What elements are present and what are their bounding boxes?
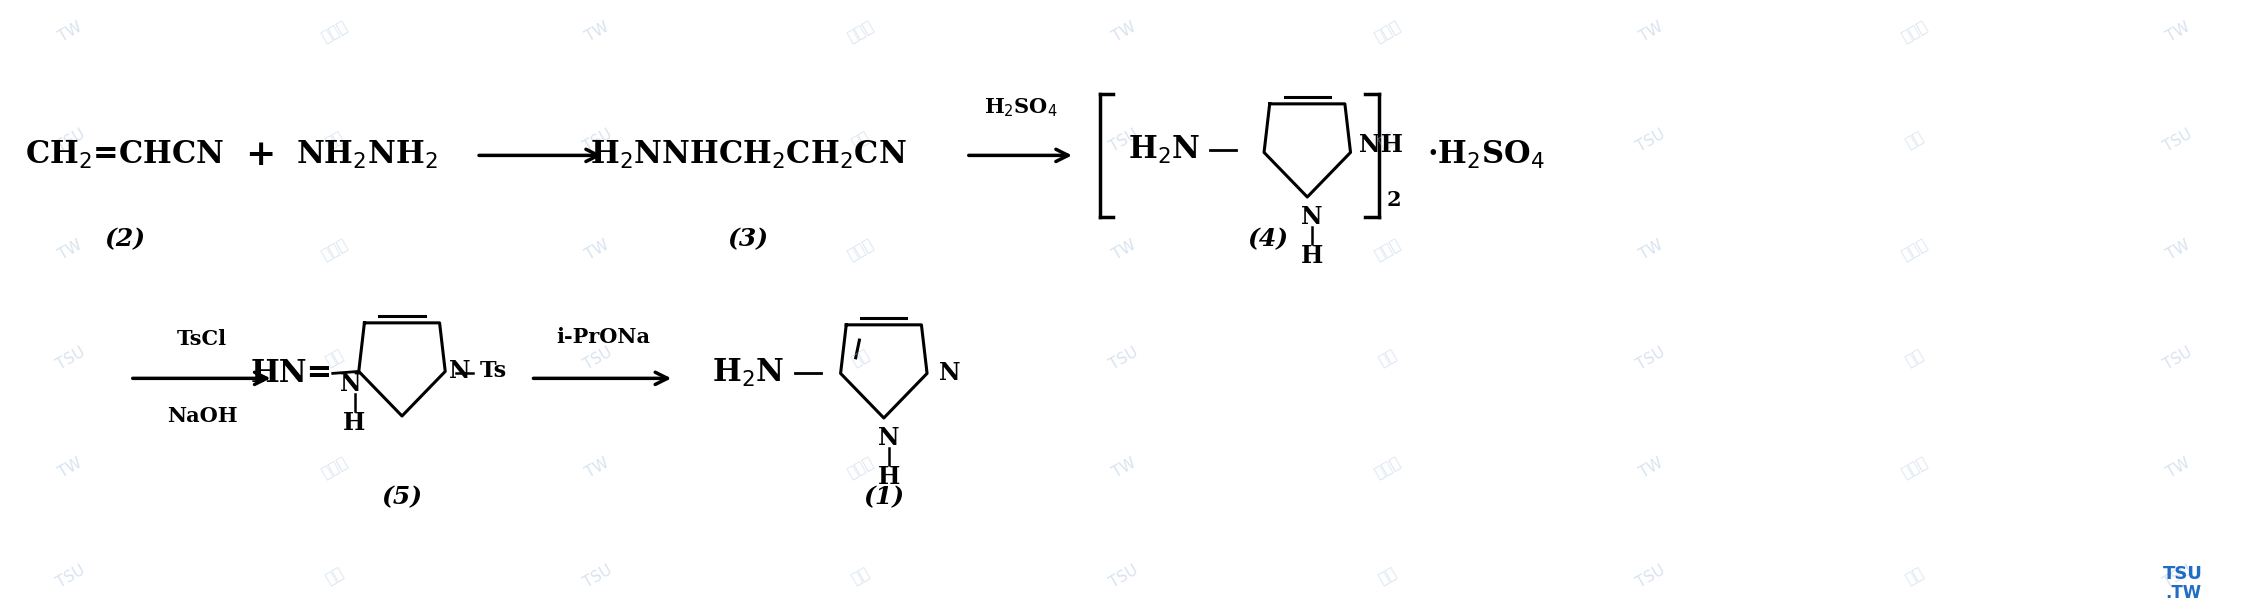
Text: TSU: TSU (2160, 126, 2194, 155)
Text: TSU: TSU (54, 344, 88, 373)
Text: 医学院: 医学院 (1371, 18, 1403, 45)
Text: .TW: .TW (2165, 585, 2201, 602)
Text: TW: TW (2163, 455, 2192, 480)
Text: (4): (4) (1248, 228, 1288, 252)
Text: TW: TW (582, 455, 611, 480)
Text: 天山: 天山 (1902, 348, 1927, 370)
Text: TSU: TSU (1634, 344, 1668, 373)
Text: 天山: 天山 (850, 565, 872, 588)
Text: H: H (877, 465, 899, 489)
Text: 2: 2 (1387, 190, 1403, 210)
Text: 医学院: 医学院 (845, 454, 877, 481)
Text: 医学院: 医学院 (1900, 18, 1931, 45)
Text: 天山: 天山 (1376, 348, 1398, 370)
Text: N: N (1302, 205, 1324, 229)
Text: TSU: TSU (54, 126, 88, 155)
Text: TSU: TSU (2163, 564, 2203, 583)
Text: TW: TW (1111, 237, 1137, 262)
Text: H$_2$N: H$_2$N (713, 357, 785, 389)
Text: TW: TW (582, 237, 611, 262)
Text: TW: TW (56, 455, 85, 480)
Text: 天山: 天山 (1376, 565, 1398, 588)
Text: (5): (5) (382, 485, 423, 509)
Text: TSU: TSU (1634, 562, 1668, 591)
Text: N: N (339, 372, 362, 396)
Text: 医学院: 医学院 (1371, 236, 1403, 263)
Text: TW: TW (2163, 19, 2192, 44)
Text: 医学院: 医学院 (319, 18, 351, 45)
Text: 医学院: 医学院 (319, 236, 351, 263)
Text: 医学院: 医学院 (1371, 454, 1403, 481)
Text: TW: TW (1111, 455, 1137, 480)
Text: TW: TW (56, 19, 85, 44)
Text: TSU: TSU (2160, 344, 2194, 373)
Text: TW: TW (582, 19, 611, 44)
Text: 医学院: 医学院 (1900, 454, 1931, 481)
Text: (3): (3) (728, 228, 769, 252)
Text: TSU: TSU (580, 126, 614, 155)
Text: N: N (940, 362, 960, 386)
Text: N: N (879, 426, 899, 450)
Text: TSU: TSU (1634, 126, 1668, 155)
Text: TW: TW (1637, 237, 1666, 262)
Text: TW: TW (56, 237, 85, 262)
Text: +: + (245, 138, 277, 173)
Text: TSU: TSU (54, 562, 88, 591)
Text: TSU: TSU (580, 344, 614, 373)
Text: CH$_2$=CHCN: CH$_2$=CHCN (25, 139, 225, 171)
Text: H$_2$SO$_4$: H$_2$SO$_4$ (985, 96, 1057, 119)
Text: 医学院: 医学院 (319, 454, 351, 481)
Text: 天山: 天山 (850, 348, 872, 370)
Text: H$_2$NNHCH$_2$CH$_2$CN: H$_2$NNHCH$_2$CH$_2$CN (589, 139, 906, 171)
Text: 天山: 天山 (850, 130, 872, 152)
Text: N: N (450, 359, 470, 383)
Text: 天山: 天山 (321, 348, 346, 370)
Text: TW: TW (1637, 455, 1666, 480)
Text: 天山: 天山 (1376, 130, 1398, 152)
Text: NH: NH (1360, 133, 1403, 157)
Text: NaOH: NaOH (166, 406, 238, 426)
Text: 天山: 天山 (321, 130, 346, 152)
Text: 天山: 天山 (1902, 565, 1927, 588)
Text: Ts: Ts (479, 360, 506, 383)
Text: (1): (1) (863, 485, 904, 509)
Text: TSU: TSU (1108, 126, 1142, 155)
Text: TSU: TSU (580, 562, 614, 591)
Text: (2): (2) (103, 228, 146, 252)
Text: i-PrONa: i-PrONa (555, 327, 650, 347)
Text: ·H$_2$SO$_4$: ·H$_2$SO$_4$ (1427, 139, 1544, 171)
Text: TsCl: TsCl (178, 328, 227, 349)
Text: 天山: 天山 (321, 565, 346, 588)
Text: NH$_2$NH$_2$: NH$_2$NH$_2$ (297, 139, 438, 171)
Text: TW: TW (1111, 19, 1137, 44)
Text: 医学院: 医学院 (845, 236, 877, 263)
Text: TW: TW (2163, 237, 2192, 262)
Text: 医学院: 医学院 (1900, 236, 1931, 263)
Text: H$_2$N: H$_2$N (1128, 134, 1200, 166)
Text: HN=: HN= (250, 358, 333, 389)
Text: TSU: TSU (2160, 562, 2194, 591)
Text: TSU: TSU (1108, 562, 1142, 591)
Text: H: H (1302, 244, 1324, 268)
Text: 天山: 天山 (1902, 130, 1927, 152)
Text: TW: TW (1637, 19, 1666, 44)
Text: H: H (344, 411, 366, 435)
Text: 医学院: 医学院 (845, 18, 877, 45)
Text: TSU: TSU (1108, 344, 1142, 373)
